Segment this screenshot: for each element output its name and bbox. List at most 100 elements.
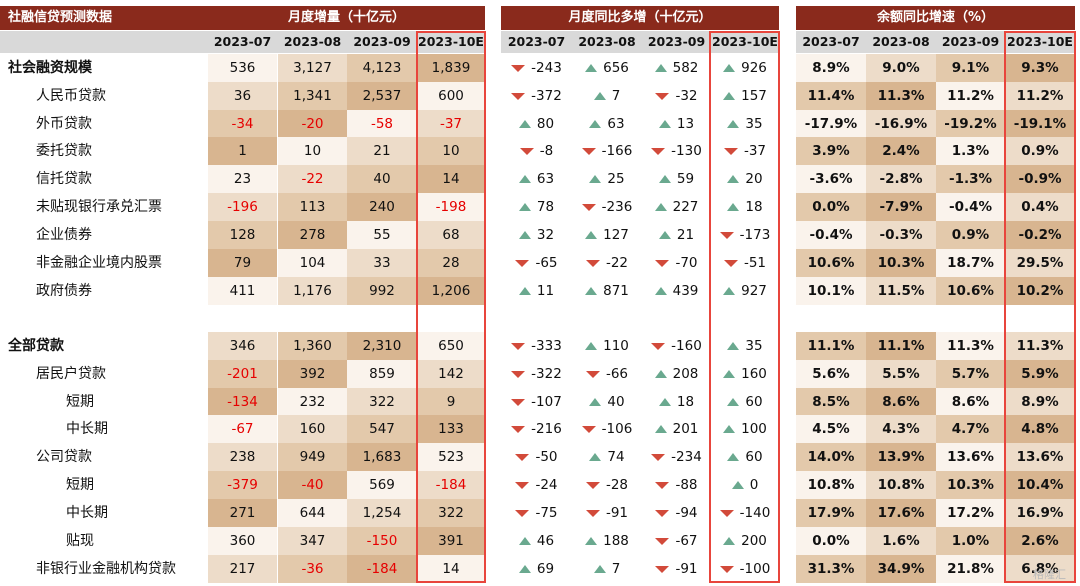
arrow-down-icon xyxy=(511,342,526,350)
yoy-value: -91 xyxy=(605,505,629,521)
yoy-value: 46 xyxy=(536,533,555,549)
arrow-down-icon xyxy=(655,537,670,545)
monthly-cell: -201 xyxy=(208,360,277,388)
growth-cell: 18.7% xyxy=(936,249,1005,277)
yoy-value: -70 xyxy=(675,255,698,271)
growth-cell: 10.8% xyxy=(866,471,936,499)
growth-cell: 13.9% xyxy=(866,443,936,471)
yoy-value: 18 xyxy=(676,394,695,410)
arrow-down-icon xyxy=(585,370,600,378)
growth-cell: 1.6% xyxy=(866,527,936,555)
arrow-up-icon xyxy=(731,481,744,489)
monthly-cell: 36 xyxy=(208,82,277,110)
arrow-down-icon xyxy=(511,92,526,100)
growth-cell: 11.2% xyxy=(1005,82,1075,110)
arrow-down-icon xyxy=(655,259,670,267)
monthly-cell: 271 xyxy=(208,499,277,527)
arrow-up-icon xyxy=(654,203,667,211)
arrow-up-icon xyxy=(585,64,598,72)
arrow-up-icon xyxy=(518,203,531,211)
arrow-up-icon xyxy=(727,120,740,128)
monthly-cell: 411 xyxy=(208,277,277,305)
yoy-value: -65 xyxy=(535,255,558,271)
growth-cell: 0.0% xyxy=(796,527,866,555)
arrow-up-icon xyxy=(658,175,671,183)
yoy-value: 201 xyxy=(672,421,699,437)
monthly-cell: 1,254 xyxy=(347,499,417,527)
arrow-up-icon xyxy=(585,342,598,350)
yoy-cell: -160 xyxy=(642,332,711,360)
arrow-up-icon xyxy=(723,287,736,295)
arrow-up-icon xyxy=(723,537,736,545)
monthly-cell: 104 xyxy=(278,249,347,277)
monthly-cell: -40 xyxy=(278,471,347,499)
monthly-cell: 346 xyxy=(208,332,277,360)
row-label: 政府债券 xyxy=(36,283,92,299)
growth-cell: 8.6% xyxy=(936,388,1005,416)
yoy-cell: -216 xyxy=(501,415,572,443)
yoy-cell: 188 xyxy=(572,527,642,555)
yoy-value: 7 xyxy=(611,88,621,104)
arrow-down-icon xyxy=(723,147,738,155)
yoy-value: 21 xyxy=(676,227,695,243)
yoy-cell: 69 xyxy=(501,555,572,583)
yoy-cell: -66 xyxy=(572,360,642,388)
growth-cell: -16.9% xyxy=(866,110,936,138)
monthly-cell: 68 xyxy=(417,221,485,249)
yoy-cell: 40 xyxy=(572,388,642,416)
yoy-value: -75 xyxy=(535,505,558,521)
monthly-cell: 547 xyxy=(347,415,417,443)
monthly-cell: 232 xyxy=(278,388,347,416)
growth-cell: 8.5% xyxy=(796,388,866,416)
yoy-cell: -28 xyxy=(572,471,642,499)
yoy-value: 35 xyxy=(745,116,763,132)
growth-cell: 4.7% xyxy=(936,415,1005,443)
yoy-value: 25 xyxy=(607,171,625,187)
row-label: 社会融资规模 xyxy=(8,60,92,76)
monthly-cell: 644 xyxy=(278,499,347,527)
yoy-value: -140 xyxy=(739,505,771,521)
arrow-up-icon xyxy=(654,370,667,378)
monthly-cell: 4,123 xyxy=(347,54,417,82)
row-label: 短期 xyxy=(66,394,94,410)
growth-cell: 9.3% xyxy=(1005,54,1075,82)
yoy-cell: -37 xyxy=(711,137,779,165)
growth-cell: 0.9% xyxy=(936,221,1005,249)
growth-cell: 11.2% xyxy=(936,82,1005,110)
arrow-down-icon xyxy=(519,147,534,155)
monthly-cell: 142 xyxy=(417,360,485,388)
monthly-cell: 949 xyxy=(278,443,347,471)
arrow-down-icon xyxy=(581,147,596,155)
yoy-value: 208 xyxy=(672,366,699,382)
growth-cell: 31.3% xyxy=(796,555,866,583)
monthly-cell: 113 xyxy=(278,193,347,221)
yoy-value: 40 xyxy=(607,394,625,410)
row-label: 人民币贷款 xyxy=(36,88,106,104)
growth-cell: 10.4% xyxy=(1005,471,1075,499)
yoy-value: -91 xyxy=(675,561,698,577)
yoy-cell: 18 xyxy=(711,193,779,221)
monthly-cell: 600 xyxy=(417,82,485,110)
arrow-down-icon xyxy=(655,92,670,100)
yoy-value: 7 xyxy=(611,561,621,577)
monthly-cell: 992 xyxy=(347,277,417,305)
growth-cell: -3.6% xyxy=(796,165,866,193)
growth-cell: -0.4% xyxy=(796,221,866,249)
yoy-cell: 227 xyxy=(642,193,711,221)
yoy-cell: -173 xyxy=(711,221,779,249)
yoy-cell: -67 xyxy=(642,527,711,555)
yoy-cell: 25 xyxy=(572,165,642,193)
arrow-up-icon xyxy=(727,175,740,183)
monthly-cell: -198 xyxy=(417,193,485,221)
arrow-down-icon xyxy=(581,203,596,211)
row-label: 中长期 xyxy=(66,505,108,521)
arrow-down-icon xyxy=(651,342,666,350)
monthly-cell: -134 xyxy=(208,388,277,416)
arrow-up-icon xyxy=(654,287,667,295)
yoy-cell: -91 xyxy=(572,499,642,527)
monthly-cell: 650 xyxy=(417,332,485,360)
arrow-down-icon xyxy=(585,481,600,489)
yoy-cell: 11 xyxy=(501,277,572,305)
yoy-value: -372 xyxy=(531,88,562,104)
monthly-cell: 217 xyxy=(208,555,277,583)
